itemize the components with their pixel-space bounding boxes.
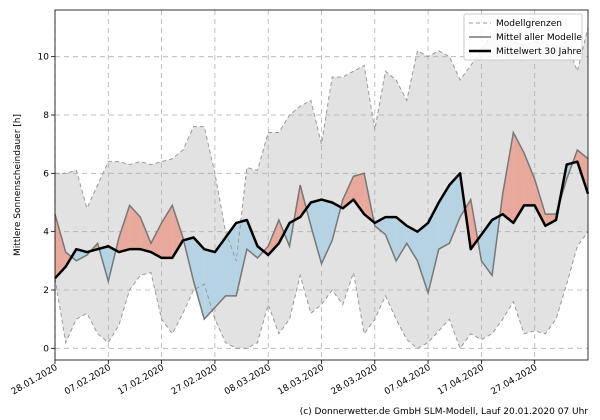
below-normal-fill [438, 185, 450, 250]
x-tick-label: 27.04.2020 [490, 363, 540, 398]
below-normal-fill [385, 217, 397, 261]
below-normal-fill [193, 237, 205, 320]
above-normal-fill [353, 173, 365, 215]
x-tick-label: 07.02.2020 [63, 363, 113, 398]
x-tick-label: 17.04.2020 [436, 363, 486, 398]
y-tick-label: 6 [43, 169, 49, 179]
model-range-area [55, 27, 588, 349]
x-tick-label: 18.03.2020 [276, 363, 326, 398]
model-upper-line [55, 26, 589, 262]
below-normal-fill [284, 222, 290, 247]
x-tick-label: 27.02.2020 [170, 363, 220, 398]
below-normal-fill [321, 199, 333, 264]
below-normal-fill [428, 202, 439, 293]
legend-label: Modellgrenzen [496, 19, 562, 29]
above-normal-fill [172, 205, 183, 258]
x-tick-label: 17.02.2020 [116, 363, 166, 398]
above-normal-fill [278, 220, 285, 244]
below-normal-fill [396, 217, 407, 261]
below-normal-fill [257, 246, 264, 258]
y-tick-label: 4 [43, 228, 49, 238]
x-tick-label: 07.04.2020 [383, 363, 433, 398]
above-normal-fill [502, 132, 514, 223]
above-normal-fill [150, 222, 162, 258]
above-normal-fill [545, 214, 557, 226]
y-axis-label: Mittlere Sonnenscheindauer [h] [13, 114, 23, 256]
below-normal-fill [417, 222, 429, 293]
above-normal-fill [534, 179, 546, 226]
above-normal-fill [524, 152, 535, 206]
model-lower-line [54, 231, 589, 350]
x-tick-label: 28.03.2020 [330, 363, 380, 398]
below-normal-fill [204, 249, 215, 320]
below-normal-fill [481, 220, 493, 276]
above-normal-fill [129, 205, 141, 250]
below-normal-fill [374, 217, 386, 235]
climate-mean-line [54, 160, 590, 280]
below-normal-fill [406, 225, 418, 261]
y-tick-label: 0 [43, 344, 49, 354]
y-tick-label: 2 [43, 286, 49, 296]
x-tick-label: 28.01.2020 [10, 363, 60, 398]
below-normal-fill [449, 173, 461, 244]
x-tick-label: 08.03.2020 [223, 363, 273, 398]
above-normal-fill [268, 220, 279, 255]
legend-box [463, 13, 583, 61]
above-normal-fill [513, 132, 525, 223]
below-normal-fill [310, 199, 322, 264]
model-mean-line [54, 130, 589, 321]
above-normal-fill [140, 217, 151, 253]
legend-label: Mittel aller Modelle [496, 33, 582, 43]
below-normal-fill [225, 222, 237, 296]
above-normal-fill [55, 214, 66, 279]
below-normal-fill [214, 237, 226, 308]
above-normal-fill [118, 205, 130, 253]
legend-label: Mittelwert 30 Jahre [496, 47, 582, 57]
y-tick-label: 8 [43, 111, 49, 121]
above-normal-fill [161, 205, 173, 258]
y-tick-label: 10 [38, 53, 50, 63]
footer: (c) Donnerwetter.de GmbH SLM-Modell, Lau… [300, 407, 589, 417]
